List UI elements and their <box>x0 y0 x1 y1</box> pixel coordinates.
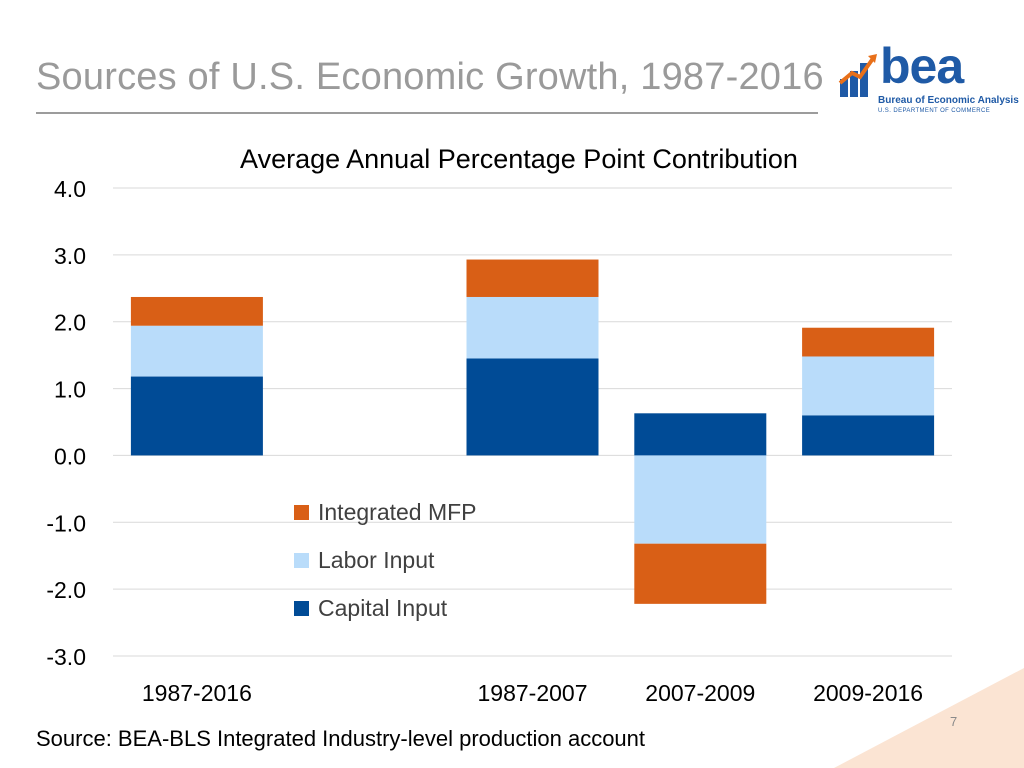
bar-segment-capital-input <box>802 415 935 456</box>
bar-segment-integrated-mfp <box>130 296 263 326</box>
bar-segment-capital-input <box>466 358 599 456</box>
bar-segment-labor-input <box>466 296 599 359</box>
y-tick-label: 3.0 <box>54 243 86 269</box>
y-tick-label: 2.0 <box>54 310 86 336</box>
y-tick-label: 0.0 <box>54 443 86 469</box>
legend-label: Labor Input <box>318 547 435 573</box>
title-divider <box>36 112 818 114</box>
bea-logo-wordmark: bea <box>880 38 964 94</box>
legend-swatch <box>294 553 309 568</box>
y-tick-label: 4.0 <box>54 176 86 202</box>
x-tick-label: 1987-2007 <box>478 680 588 706</box>
source-note: Source: BEA-BLS Integrated Industry-leve… <box>36 726 646 751</box>
legend: Integrated MFP Labor Input Capital Input <box>294 499 477 621</box>
stacked-bar-chart: Average Annual Percentage Point Contribu… <box>46 144 952 706</box>
bar-segment-labor-input <box>634 455 767 544</box>
bar-segment-integrated-mfp <box>634 543 767 604</box>
x-axis-labels: 1987-2016 1987-2007 2007-2009 2009-2016 <box>142 680 923 706</box>
corner-decoration <box>834 668 1024 768</box>
bea-logo: bea Bureau of Economic Analysis U.S. DEP… <box>838 38 1019 119</box>
slide-title: Sources of U.S. Economic Growth, 1987-20… <box>36 56 824 98</box>
x-tick-label: 1987-2016 <box>142 680 252 706</box>
legend-label: Integrated MFP <box>318 499 477 525</box>
y-tick-label: -2.0 <box>46 577 86 603</box>
legend-label: Capital Input <box>318 595 448 621</box>
bar-segment-integrated-mfp <box>802 327 935 357</box>
bea-logo-subtitle: Bureau of Economic Analysis <box>878 95 1019 106</box>
bea-logo-mark <box>838 54 877 97</box>
bea-logo-department: U.S. DEPARTMENT OF COMMERCE <box>878 108 991 114</box>
y-tick-label: 1.0 <box>54 377 86 403</box>
y-tick-label: -1.0 <box>46 510 86 536</box>
page-number: 7 <box>950 714 958 729</box>
legend-swatch <box>294 505 309 520</box>
legend-swatch <box>294 601 309 616</box>
bar-segment-labor-input <box>130 325 263 377</box>
bar-segment-integrated-mfp <box>466 259 599 297</box>
bar-segment-capital-input <box>634 413 767 456</box>
y-tick-label: -3.0 <box>46 644 86 670</box>
y-axis-ticks: 4.0 3.0 2.0 1.0 0.0 -1.0 -2.0 -3.0 <box>46 176 86 670</box>
bar-segment-capital-input <box>130 376 263 456</box>
bar-segment-labor-input <box>802 356 935 416</box>
bars <box>130 259 935 604</box>
chart-title: Average Annual Percentage Point Contribu… <box>240 144 798 174</box>
x-tick-label: 2007-2009 <box>645 680 755 706</box>
